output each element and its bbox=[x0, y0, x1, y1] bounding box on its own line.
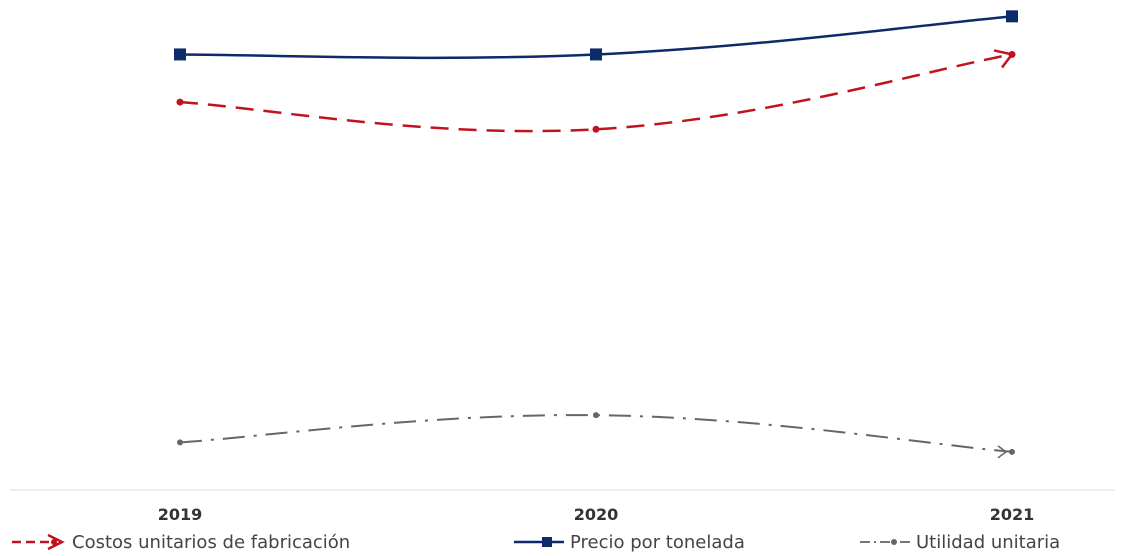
point-utilidad-2019 bbox=[177, 439, 183, 446]
x-tick-labels: 2019 2020 2021 bbox=[158, 505, 1035, 524]
point-costos-2020 bbox=[592, 125, 600, 133]
x-tick-label-2020: 2020 bbox=[574, 505, 619, 524]
legend-label-precio: Precio por tonelada bbox=[570, 531, 745, 553]
series-utilidad bbox=[177, 412, 1015, 459]
series-layer bbox=[174, 10, 1018, 459]
series-precio bbox=[174, 10, 1018, 61]
legend-label-costos: Costos unitarios de fabricación bbox=[72, 531, 351, 553]
point-costos-2019 bbox=[176, 98, 184, 106]
arrowhead-costos bbox=[993, 49, 1015, 69]
legend: Costos unitarios de fabricación Precio p… bbox=[0, 528, 1130, 556]
legend-item-precio: Precio por tonelada bbox=[512, 528, 745, 556]
series-costos bbox=[176, 49, 1016, 133]
point-precio-2021 bbox=[1006, 10, 1018, 23]
series-line-costos bbox=[179, 53, 1013, 133]
x-tick-label-2019: 2019 bbox=[158, 505, 203, 524]
point-precio-2019 bbox=[174, 48, 186, 61]
point-utilidad-2020 bbox=[593, 412, 599, 419]
legend-swatch-costos bbox=[12, 533, 65, 551]
series-line-utilidad bbox=[179, 414, 1013, 453]
line-chart: 2019 2020 2021 bbox=[10, 10, 1115, 524]
legend-swatch-precio bbox=[514, 537, 564, 547]
point-precio-2020 bbox=[590, 48, 602, 61]
legend-label-utilidad: Utilidad unitaria bbox=[916, 531, 1061, 553]
legend-item-costos: Costos unitarios de fabricación bbox=[10, 528, 350, 556]
legend-item-utilidad: Utilidad unitaria bbox=[858, 528, 1060, 556]
arrowhead-utilidad bbox=[997, 445, 1008, 459]
x-tick-label-2021: 2021 bbox=[990, 505, 1035, 524]
point-utilidad-2021 bbox=[1009, 448, 1015, 455]
legend-swatch-utilidad bbox=[860, 539, 910, 545]
